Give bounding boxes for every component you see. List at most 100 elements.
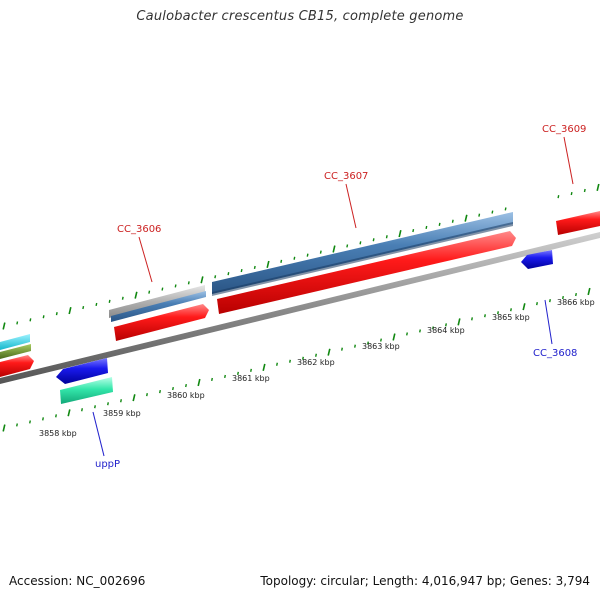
- minor-tick: [380, 338, 382, 342]
- minor-tick: [471, 317, 473, 321]
- leader-cc-3606: [138, 236, 153, 283]
- major-tick: [327, 348, 331, 356]
- leader-cc-3609: [563, 136, 574, 185]
- minor-tick: [227, 272, 230, 276]
- minor-tick: [211, 377, 213, 382]
- cds-cc-3609[interactable]: [556, 211, 600, 235]
- minor-tick: [120, 399, 122, 403]
- minor-tick: [346, 244, 349, 248]
- major-tick: [587, 287, 591, 296]
- minor-tick: [185, 383, 187, 388]
- major-tick: [134, 291, 138, 299]
- cds-cc-3608[interactable]: [521, 250, 553, 269]
- ruler-label-3863: 3863 kbp: [362, 342, 400, 351]
- minor-tick: [161, 287, 164, 291]
- genome-backbone: [0, 232, 600, 384]
- minor-tick: [367, 341, 369, 345]
- minor-tick: [570, 191, 573, 196]
- ruler-label-3861: 3861 kbp: [232, 374, 270, 383]
- major-tick: [262, 363, 266, 371]
- minor-tick: [42, 315, 45, 319]
- minor-tick: [504, 207, 507, 211]
- major-tick: [392, 333, 396, 341]
- major-tick: [67, 409, 71, 417]
- forward-cds-track: [0, 211, 600, 377]
- ruler-label-3866: 3866 kbp: [557, 298, 595, 307]
- major-tick: [2, 322, 6, 330]
- gene-label-uppp[interactable]: uppP: [95, 459, 120, 470]
- minor-tick: [406, 332, 408, 336]
- gene-label-cc-3606[interactable]: CC_3606: [117, 224, 161, 235]
- ruler-label-3864: 3864 kbp: [427, 326, 465, 335]
- minor-tick: [419, 329, 421, 333]
- ruler-label-3865: 3865 kbp: [492, 313, 530, 322]
- reverse-cds-track: [56, 250, 553, 404]
- minor-tick: [214, 275, 217, 279]
- major-tick: [522, 303, 526, 311]
- minor-tick: [29, 420, 31, 424]
- minor-tick: [354, 344, 356, 348]
- minor-tick: [95, 302, 98, 307]
- major-tick: [596, 183, 600, 191]
- minor-tick: [491, 210, 494, 214]
- ruler-label-3860: 3860 kbp: [167, 391, 205, 400]
- minor-tick: [42, 417, 44, 421]
- major-tick: [332, 245, 336, 253]
- minor-tick: [562, 295, 564, 300]
- minor-tick: [478, 213, 481, 217]
- gene-label-cc-3608[interactable]: CC_3608: [533, 348, 577, 359]
- cds-cc-3606[interactable]: [114, 304, 209, 341]
- minor-tick: [445, 323, 447, 327]
- blast-hit-bar: [212, 212, 513, 294]
- cds-fwd-left[interactable]: [0, 355, 34, 377]
- cds-uppp[interactable]: [60, 377, 113, 404]
- minor-tick: [536, 302, 538, 306]
- minor-tick: [315, 353, 317, 357]
- minor-tick: [497, 311, 499, 315]
- minor-tick: [29, 318, 32, 322]
- blast-hit-bar: [212, 222, 513, 296]
- minor-tick: [148, 290, 151, 294]
- leader-uppp: [92, 411, 105, 457]
- minor-tick: [432, 326, 434, 330]
- minor-tick: [224, 374, 226, 379]
- accession-text: Accession: NC_002696: [9, 574, 146, 588]
- minor-tick: [250, 368, 252, 372]
- minor-tick: [121, 296, 124, 300]
- minor-tick: [359, 241, 362, 245]
- minor-tick: [16, 423, 18, 427]
- minor-tick: [341, 347, 343, 351]
- cds-cc-3607[interactable]: [217, 231, 516, 314]
- ruler-label-3859: 3859 kbp: [103, 409, 141, 418]
- gene-label-cc-3607[interactable]: CC_3607: [324, 171, 368, 182]
- major-tick: [200, 276, 204, 284]
- gene-leader-lines: [92, 136, 574, 457]
- ruler-label-3858: 3858 kbp: [39, 429, 77, 438]
- minor-tick: [319, 250, 322, 254]
- minor-tick: [302, 356, 304, 360]
- map-title: Caulobacter crescentus CB15, complete ge…: [136, 9, 464, 24]
- gene-labels: CC_3606 CC_3607 CC_3609 CC_3608 uppP: [95, 124, 586, 470]
- minor-tick: [412, 228, 415, 233]
- minor-tick: [372, 238, 375, 242]
- minor-tick: [425, 225, 428, 230]
- gene-label-cc-3609[interactable]: CC_3609: [542, 124, 586, 135]
- forward-tick-ruler: [2, 183, 600, 330]
- major-tick: [2, 424, 6, 432]
- minor-tick: [385, 235, 388, 239]
- ruler-label-3862: 3862 kbp: [297, 358, 335, 367]
- minor-tick: [159, 389, 161, 394]
- major-tick: [464, 214, 468, 222]
- minor-tick: [306, 253, 309, 257]
- minor-tick: [81, 408, 83, 412]
- minor-tick: [237, 371, 239, 376]
- minor-tick: [289, 359, 291, 363]
- minor-tick: [240, 268, 243, 273]
- cds-uppp-partner[interactable]: [56, 358, 108, 384]
- leader-cc-3608: [544, 299, 553, 345]
- minor-tick: [451, 219, 454, 223]
- blast-hits: [0, 212, 513, 359]
- major-tick: [132, 394, 136, 402]
- minor-tick: [94, 405, 96, 409]
